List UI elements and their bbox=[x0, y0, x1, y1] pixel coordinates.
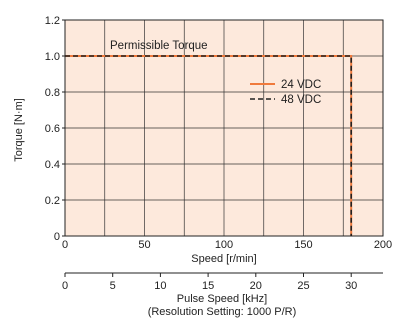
pulse-speed-axis: 0 5 10 15 20 25 30 bbox=[62, 272, 383, 292]
pulse-tick-label: 25 bbox=[297, 280, 309, 292]
pulse-tick-label: 20 bbox=[250, 280, 262, 292]
x-axis-label: Speed [r/min] bbox=[191, 253, 256, 265]
x-tick-labels: 0 50 100 150 200 bbox=[62, 239, 392, 251]
y-tick-label: 1.2 bbox=[45, 15, 60, 27]
y-tick-label: 0.2 bbox=[45, 195, 60, 207]
series-line-24-vdc bbox=[65, 55, 353, 236]
y-tick-labels: 0 0.2 0.4 0.6 0.8 1.0 1.2 bbox=[45, 15, 65, 243]
pulse-tick-label: 5 bbox=[110, 280, 116, 292]
legend: 24 VDC 48 VDC bbox=[250, 79, 321, 106]
y-tick-label: 1.0 bbox=[45, 51, 60, 63]
y-axis-label: Torque [N·m] bbox=[13, 98, 25, 162]
x-tick-label: 50 bbox=[138, 239, 150, 251]
x-tick-label: 150 bbox=[294, 239, 312, 251]
x-tick-label: 0 bbox=[62, 239, 68, 251]
y-tick-label: 0.8 bbox=[45, 87, 60, 99]
y-tick-label: 0.4 bbox=[45, 159, 60, 171]
series-lines bbox=[65, 55, 353, 236]
y-tick-label: 0.6 bbox=[45, 123, 60, 135]
pulse-tick-label: 10 bbox=[154, 280, 166, 292]
pulse-speed-axis-label: Pulse Speed [kHz] bbox=[177, 293, 268, 305]
legend-label: 24 VDC bbox=[281, 79, 321, 91]
pulse-tick-label: 0 bbox=[62, 280, 68, 292]
y-tick-label: 0 bbox=[54, 231, 60, 243]
pulse-tick-label: 30 bbox=[345, 280, 357, 292]
x-tick-label: 100 bbox=[215, 239, 233, 251]
legend-label: 48 VDC bbox=[281, 94, 321, 106]
resolution-setting-label: (Resolution Setting: 1000 P/R) bbox=[148, 306, 297, 318]
x-tick-label: 200 bbox=[374, 239, 392, 251]
permissible-torque-annotation: Permissible Torque bbox=[110, 40, 208, 52]
pulse-tick-label: 15 bbox=[202, 280, 214, 292]
